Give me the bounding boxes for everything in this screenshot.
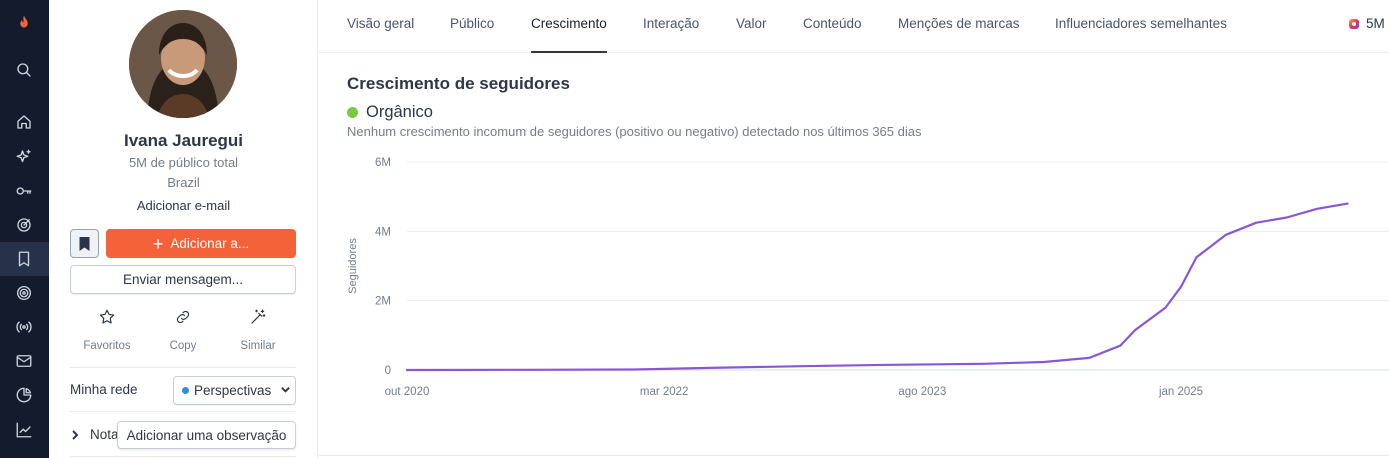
bookmark-icon[interactable] xyxy=(12,247,36,271)
network-select[interactable]: Perspectivas xyxy=(173,376,296,405)
add-email-link[interactable]: Adicionar e-mail xyxy=(136,198,231,213)
status-indicator-dot xyxy=(347,107,358,118)
data-point[interactable] xyxy=(1344,200,1352,208)
tab-similar-influencers[interactable]: Influenciadores semelhantes xyxy=(1055,16,1227,31)
data-point[interactable] xyxy=(706,364,714,372)
divider xyxy=(70,456,296,457)
nav-rail xyxy=(0,0,49,458)
pie-chart-icon[interactable] xyxy=(12,383,36,407)
plus-icon: + xyxy=(152,233,164,254)
growth-status-description: Nenhum crescimento incomum de seguidores… xyxy=(347,124,922,139)
platform-selector[interactable]: 5M xyxy=(1349,16,1385,31)
avatar xyxy=(129,10,237,118)
bookmark-button[interactable] xyxy=(70,229,99,258)
growth-status: Orgânico xyxy=(347,103,433,122)
favorites-label: Favoritos xyxy=(83,340,131,352)
y-tick-label: 6M xyxy=(375,157,391,169)
audience-total: 5M de público total xyxy=(128,155,239,170)
add-note-button[interactable]: Adicionar uma observação xyxy=(117,421,296,449)
data-point[interactable] xyxy=(1131,326,1139,334)
tab-audience[interactable]: Público xyxy=(450,16,495,31)
copy-label: Copy xyxy=(169,340,197,352)
tab-value[interactable]: Valor xyxy=(736,16,767,31)
section-title: Crescimento de seguidores xyxy=(347,74,570,93)
copy-action[interactable]: Copy xyxy=(148,308,218,352)
tab-brand-mentions[interactable]: Menções de marcas xyxy=(898,16,1020,31)
x-tick-label: mar 2022 xyxy=(640,386,689,398)
data-point[interactable] xyxy=(1283,214,1291,222)
link-icon xyxy=(176,310,190,324)
data-point[interactable] xyxy=(888,361,896,369)
growth-status-label: Orgânico xyxy=(366,103,433,121)
add-to-list-label: Adicionar a... xyxy=(170,236,250,251)
key-icon[interactable] xyxy=(12,179,36,203)
x-tick-label: out 2020 xyxy=(385,386,430,398)
tab-content[interactable]: Conteúdo xyxy=(803,16,862,31)
y-tick-label: 4M xyxy=(375,226,391,238)
notes-label: Nota xyxy=(90,427,119,442)
nav-active-highlight xyxy=(0,242,49,276)
search-icon[interactable] xyxy=(12,58,36,82)
x-tick-label: ago 2023 xyxy=(898,386,946,398)
mail-icon[interactable] xyxy=(12,349,36,373)
add-to-list-button[interactable]: + Adicionar a... xyxy=(106,229,296,258)
main-content: Visão geral Público Crescimento Interaçã… xyxy=(319,0,1389,458)
chevron-right-icon xyxy=(72,429,79,440)
similar-label: Similar xyxy=(240,340,276,352)
status-dot xyxy=(182,387,189,394)
data-point[interactable] xyxy=(1222,231,1230,239)
data-point[interactable] xyxy=(403,366,411,374)
profile-panel: Ivana Jauregui 5M de público total Brazi… xyxy=(49,0,318,458)
data-point[interactable] xyxy=(631,366,639,374)
target-icon[interactable] xyxy=(12,213,36,237)
data-point[interactable] xyxy=(1252,219,1260,227)
profile-country: Brazil xyxy=(167,175,200,190)
y-tick-label: 2M xyxy=(375,296,391,308)
notes-toggle[interactable]: Nota xyxy=(70,427,119,442)
bookmark-filled-icon xyxy=(79,236,90,251)
active-tab-indicator xyxy=(531,51,607,53)
send-message-button[interactable]: Enviar mensagem... xyxy=(70,265,296,294)
instagram-icon xyxy=(1349,18,1359,29)
data-point[interactable] xyxy=(979,360,987,368)
data-point[interactable] xyxy=(1162,304,1170,312)
data-point[interactable] xyxy=(1116,342,1124,350)
tab-engagement[interactable]: Interação xyxy=(643,16,700,31)
data-point[interactable] xyxy=(1313,205,1321,213)
chevron-down-icon xyxy=(280,383,291,398)
data-point[interactable] xyxy=(1177,283,1185,291)
platform-followers: 5M xyxy=(1366,16,1385,31)
tab-overview[interactable]: Visão geral xyxy=(347,16,415,31)
profile-name: Ivana Jauregui xyxy=(123,131,244,150)
broadcast-icon[interactable] xyxy=(12,315,36,339)
follower-growth-chart[interactable]: 6M 4M 2M 0 Seguidores out 2020 mar 2022 ago 202… xyxy=(319,145,1389,415)
divider xyxy=(70,411,296,412)
x-tick-label: jan 2025 xyxy=(1158,386,1203,398)
data-point[interactable] xyxy=(1085,354,1093,362)
data-point[interactable] xyxy=(524,366,532,374)
divider xyxy=(70,367,296,368)
y-axis-label: Seguidores xyxy=(347,238,359,294)
favorites-action[interactable]: Favoritos xyxy=(72,308,142,352)
data-point[interactable] xyxy=(1193,253,1201,261)
magic-wand-icon xyxy=(251,309,266,324)
trend-icon[interactable] xyxy=(12,418,36,442)
followers-series-line[interactable] xyxy=(405,202,1349,372)
network-select-value: Perspectivas xyxy=(194,383,272,398)
flame-logo-icon[interactable] xyxy=(12,11,36,35)
tab-growth[interactable]: Crescimento xyxy=(531,16,607,31)
home-icon[interactable] xyxy=(12,110,36,134)
divider xyxy=(319,455,1389,456)
data-point[interactable] xyxy=(1040,358,1048,366)
similar-action[interactable]: Similar xyxy=(223,308,293,352)
y-tick-label: 0 xyxy=(385,365,391,377)
tab-bar: Visão geral Público Crescimento Interaçã… xyxy=(319,0,1389,53)
network-label: Minha rede xyxy=(70,382,138,397)
bullseye-icon[interactable] xyxy=(12,281,36,305)
data-point[interactable] xyxy=(797,362,805,370)
sparkles-icon[interactable] xyxy=(12,145,36,169)
star-icon xyxy=(99,309,115,324)
